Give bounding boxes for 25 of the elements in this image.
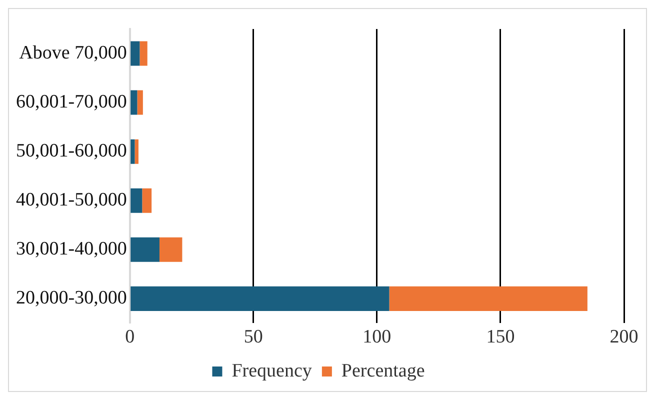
x-tick-label: 100 [362, 326, 392, 348]
bar [130, 237, 160, 262]
bar [134, 139, 138, 164]
x-tick-label: 200 [610, 326, 638, 348]
y-tick-label: 30,001-40,000 [16, 238, 127, 260]
y-tick-label: Above 70,000 [19, 42, 127, 64]
x-tick-label: 50 [244, 326, 263, 348]
bar [389, 286, 588, 311]
bar [159, 237, 182, 262]
x-tick-label: 0 [125, 326, 135, 348]
bar [130, 90, 138, 115]
y-tick-label: 20,000-30,000 [16, 288, 127, 309]
x-tick-label: 150 [486, 326, 515, 348]
y-tick-label: 50,001-60,000 [16, 140, 127, 162]
bar [130, 41, 140, 66]
bar [130, 188, 142, 213]
bar [140, 41, 148, 66]
y-tick-label: 40,001-50,000 [16, 190, 127, 211]
legend-label: Frequency [232, 360, 312, 382]
bar [142, 188, 152, 213]
bar [130, 286, 390, 311]
y-tick-label: 60,001-70,000 [16, 92, 127, 113]
bar [130, 139, 135, 164]
legend-label: Percentage [341, 360, 425, 382]
bar [137, 90, 143, 115]
